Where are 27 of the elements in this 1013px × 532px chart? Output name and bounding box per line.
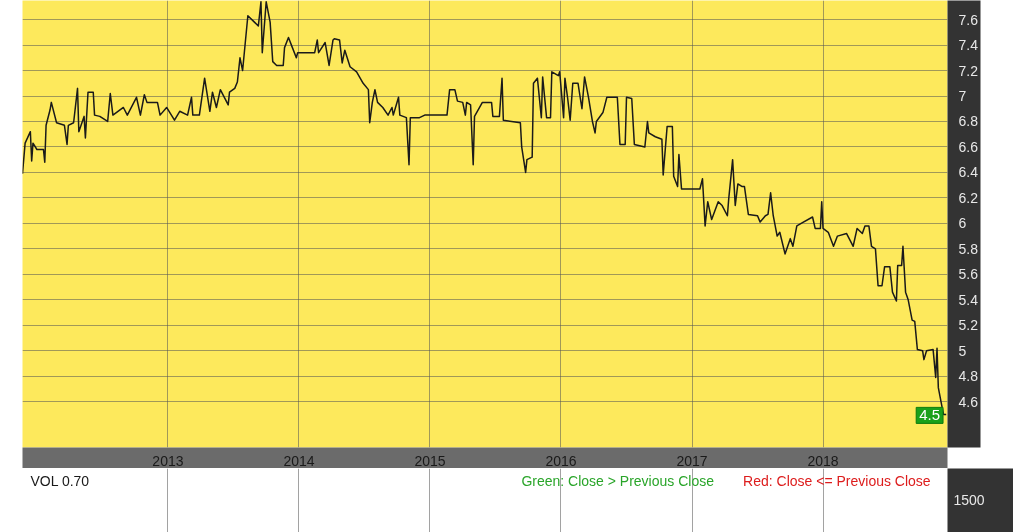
text: Green: Close > Previous Close (521, 472, 715, 489)
y-tick-label: 7.2 (958, 62, 979, 79)
x-tick-label: 2018 (807, 452, 839, 469)
y-tick-label: 5.4 (958, 291, 979, 308)
text: 1500 (953, 491, 985, 508)
y-tick-label: 7.4 (958, 37, 979, 54)
x-tick-label: 2014 (283, 452, 315, 469)
y-tick-label: 4.8 (958, 368, 979, 385)
y-tick-label: 5.2 (958, 317, 979, 334)
y-tick-label: 6.4 (958, 164, 979, 181)
x-tick-label: 2016 (545, 452, 577, 469)
y-tick-label: 4.6 (958, 393, 979, 410)
y-tick-label: 6 (958, 215, 967, 232)
y-tick-label: 7 (958, 88, 967, 105)
y-tick-label: 6.2 (958, 189, 979, 206)
annotation: 4.5 (919, 406, 941, 424)
y-tick-label: 6.6 (958, 138, 979, 155)
y-tick-label: 5.6 (958, 266, 979, 283)
x-tick-label: 2015 (414, 452, 446, 469)
x-tick-label: 2017 (676, 452, 708, 469)
y-tick-label: 5.8 (958, 240, 979, 257)
text: VOL 0.70 (30, 472, 90, 489)
y-tick-label: 6.8 (958, 113, 979, 130)
y-tick-label: 5 (958, 342, 967, 359)
y-tick-label: 7.6 (958, 11, 979, 28)
text: Red: Close <= Previous Close (743, 472, 931, 489)
x-tick-label: 2013 (152, 452, 184, 469)
